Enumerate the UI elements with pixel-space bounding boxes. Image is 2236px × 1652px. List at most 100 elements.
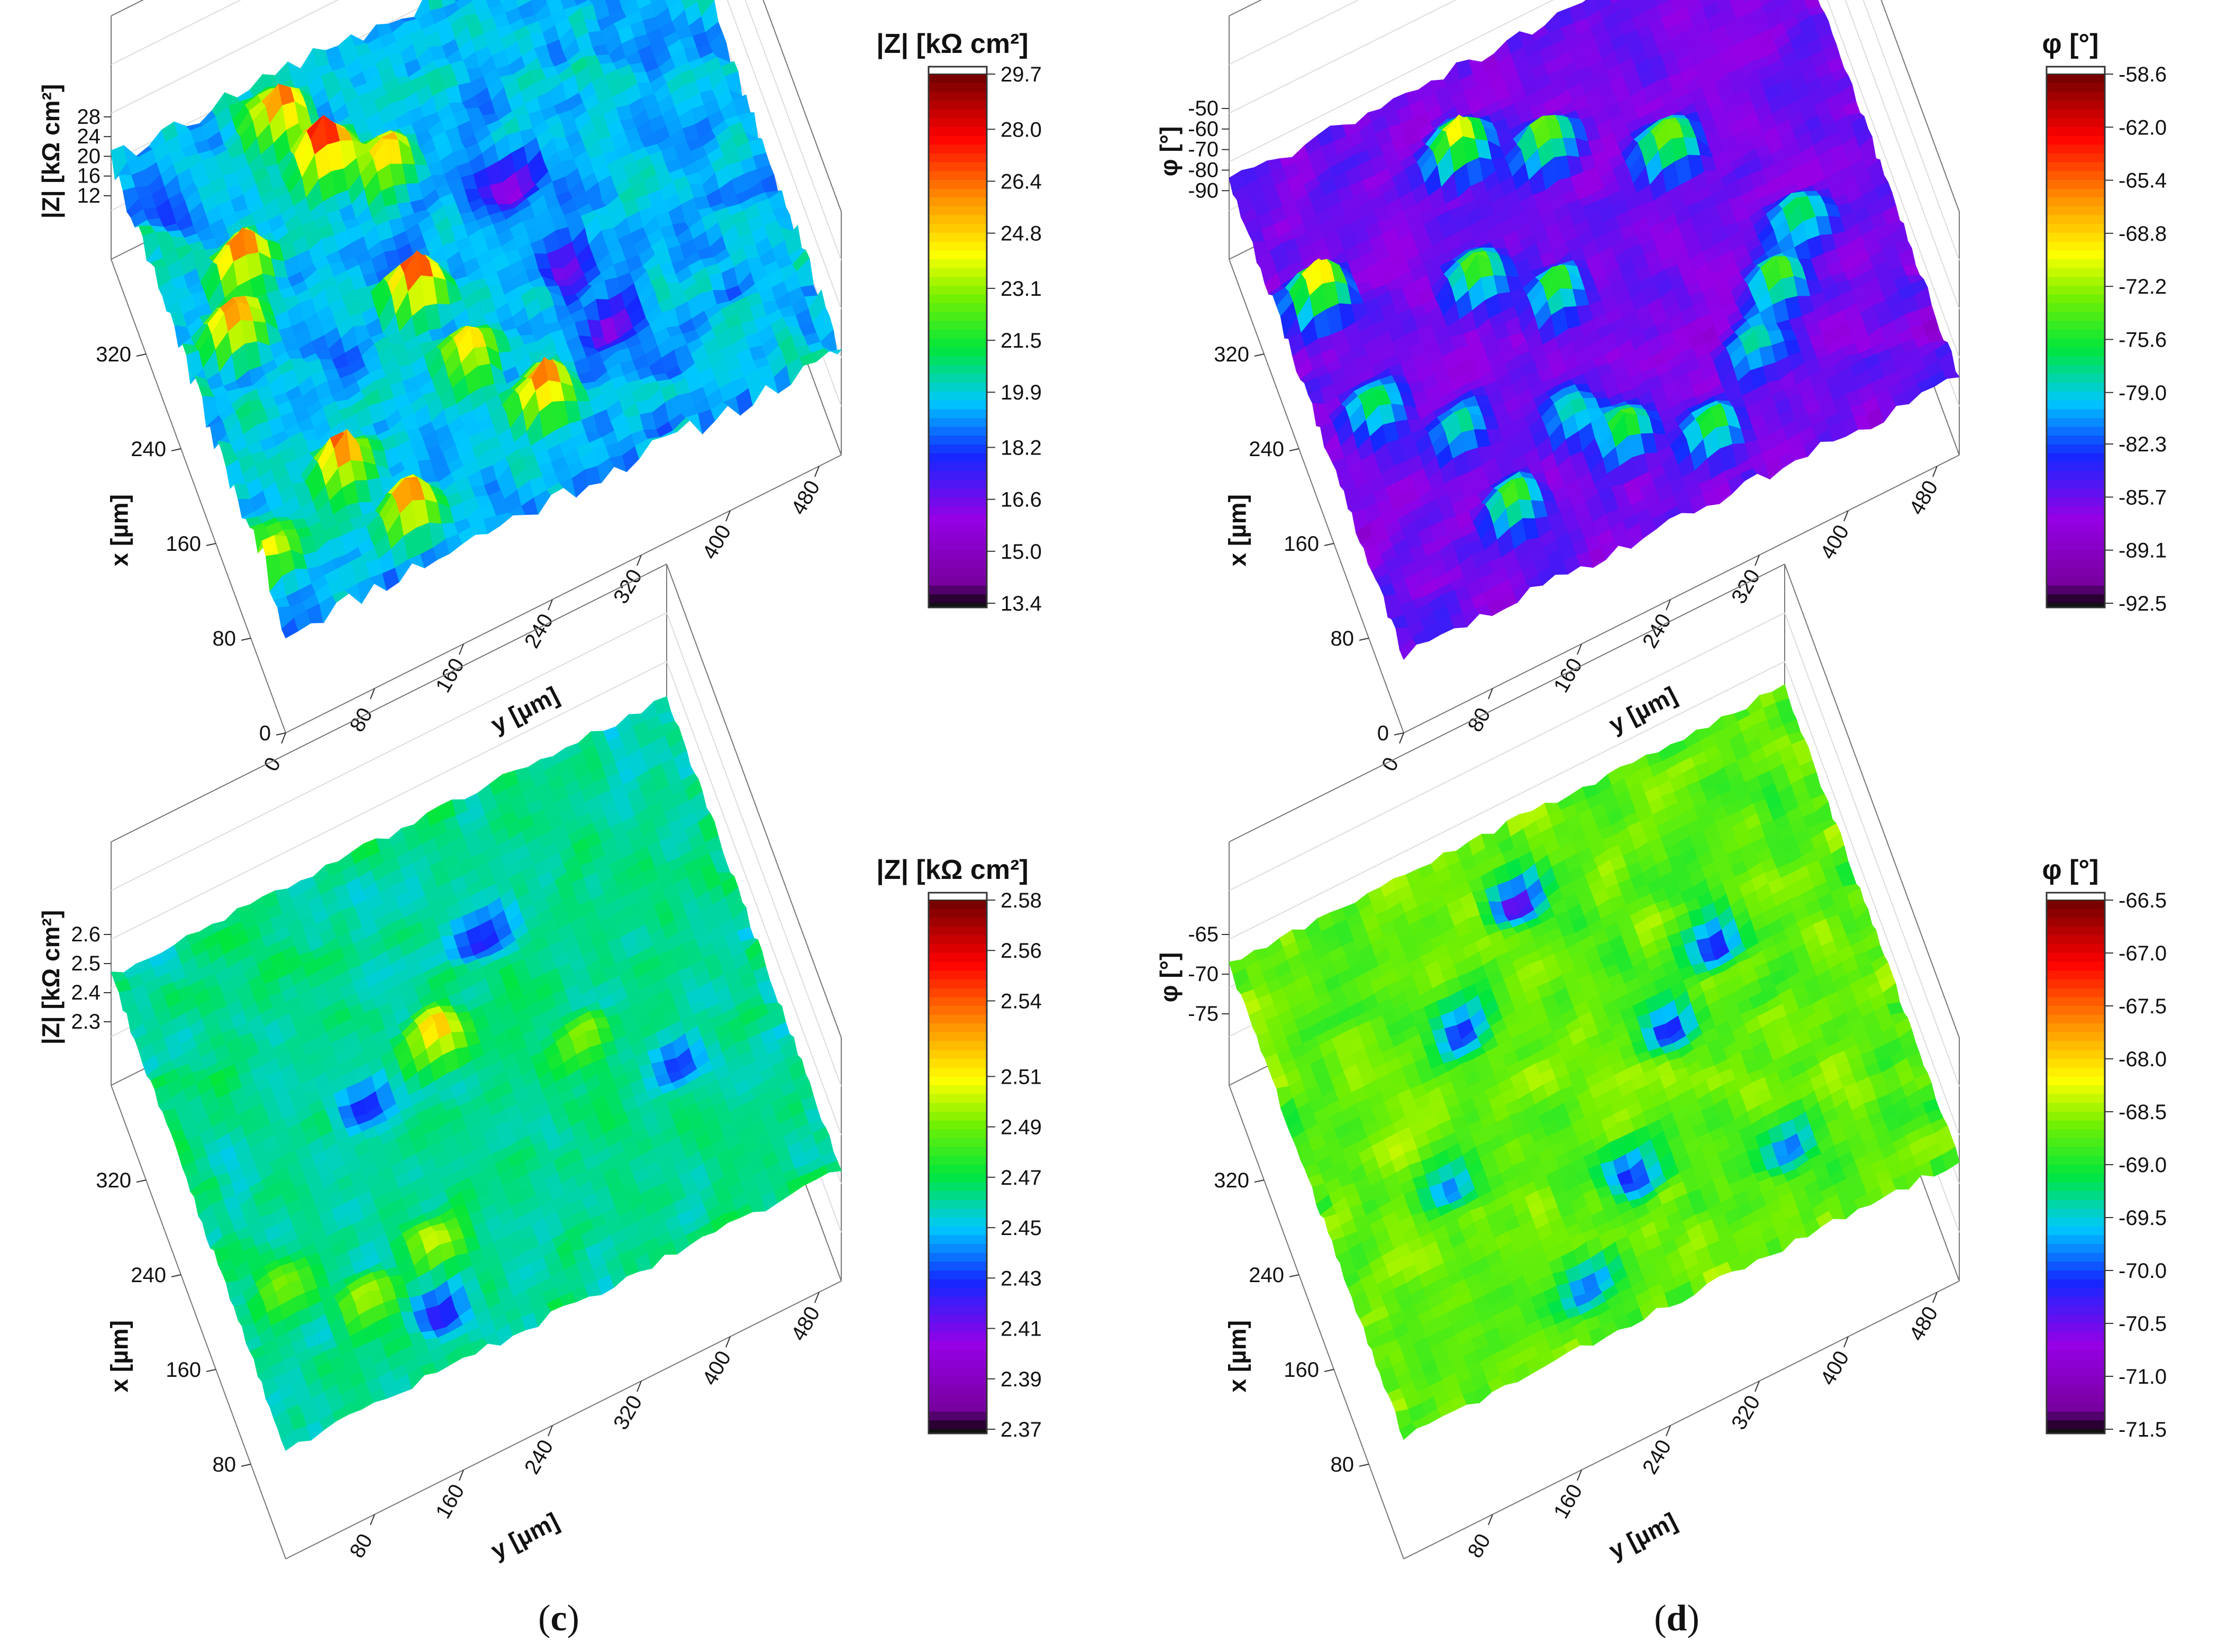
colorbar-band (2047, 330, 2105, 339)
colorbar-band (2047, 215, 2105, 225)
colorbar-band (929, 577, 987, 586)
colorbar-band (929, 339, 987, 348)
colorbar-band (2047, 259, 2105, 269)
colorbar-band (929, 330, 987, 339)
y-tick (370, 688, 375, 700)
y-tick (548, 599, 553, 611)
grid-line (111, 0, 437, 162)
colorbar-band (929, 268, 987, 278)
colorbar-band (929, 559, 987, 569)
x-tick (1289, 448, 1299, 451)
colorbar-cap (2046, 66, 2105, 75)
colorbar-band (2047, 339, 2105, 348)
colorbar-band (2047, 532, 2105, 542)
colorbar-band (929, 83, 987, 93)
x-tick-label: 80 (213, 627, 237, 650)
colorbar-band (2047, 321, 2105, 331)
colorbar-tick-label: 15.0 (1001, 540, 1042, 564)
z-tick-label: -60 (1188, 117, 1219, 141)
colorbar-tick-label: 19.9 (1001, 381, 1042, 404)
x-tick (1394, 732, 1404, 736)
colorbar-band (2047, 83, 2105, 93)
colorbar-band (2047, 109, 2105, 119)
colorbar-band (929, 568, 987, 577)
box-edge (111, 564, 667, 842)
colorbar-tick-label: 16.6 (1001, 488, 1042, 512)
colorbar-band (929, 171, 987, 180)
x-axis-label: x [µm] (1224, 494, 1251, 566)
colorbar-band (2047, 559, 2105, 569)
colorbar-band (2047, 92, 2105, 101)
panel-a: 0 80 160 240 320 400 480 y [µm] 320 240 160 80 0 x [µ… (0, 0, 1118, 826)
colorbar-band (2047, 171, 2105, 180)
colorbar-frame (2046, 66, 2106, 609)
colorbar-band (2047, 135, 2105, 146)
colorbar-tick-label: 28.0 (1001, 118, 1042, 141)
colorbar-tick-label: 23.1 (1001, 277, 1042, 301)
colorbar-band (929, 515, 987, 524)
colorbar-band (929, 532, 987, 542)
colorbar-band (929, 294, 987, 304)
y-tick (1577, 643, 1582, 655)
panel-c: 80 160 240 320 400 480 y [µm] 320 240 160 80 x [µm]… (0, 564, 1118, 1652)
y-tick (1399, 732, 1404, 744)
colorbar-band (2047, 568, 2105, 577)
grid-line (1826, 0, 1960, 358)
y-tick-label: 400 (1816, 521, 1853, 564)
colorbar-band (929, 400, 987, 410)
colorbar-band (2047, 497, 2105, 507)
grid-line (744, 0, 842, 261)
colorbar-frame (928, 66, 988, 609)
grid-line (111, 0, 339, 114)
colorbar-tick-label: -62.0 (2119, 116, 2167, 139)
colorbar-tick-label: 13.4 (1001, 592, 1042, 615)
colorbar-band (929, 321, 987, 331)
colorbar-band (929, 435, 987, 445)
colorbar-band (929, 383, 987, 392)
colorbar-tick-label: -65.4 (2119, 169, 2167, 193)
colorbar-tick-label: 24.8 (1001, 222, 1042, 246)
colorbar-band (2047, 585, 2105, 595)
z-tick-label: 24 (77, 125, 101, 148)
colorbar-band (929, 250, 987, 260)
x-tick (136, 353, 147, 357)
x-tick (1254, 353, 1265, 357)
colorbar-band (929, 197, 987, 207)
grid-line (666, 661, 842, 1136)
colorbar-band (2047, 312, 2105, 322)
colorbar-cap (928, 66, 987, 75)
colorbar-band (2047, 180, 2105, 189)
colorbar-band (929, 585, 987, 595)
colorbar-band (929, 224, 987, 233)
grid-line (111, 612, 667, 891)
colorbar-cap (2047, 603, 2105, 607)
y-tick (725, 510, 731, 522)
z-tick-label: 12 (77, 184, 101, 207)
y-tick-label: 480 (1905, 477, 1942, 519)
colorbar-band (929, 215, 987, 225)
colorbar-band (929, 206, 987, 216)
y-axis-label: y [µm] (486, 681, 563, 738)
z-tick-label: -50 (1188, 97, 1219, 120)
colorbar-band (2047, 294, 2105, 304)
colorbar-band (2047, 356, 2105, 366)
colorbar-band (929, 180, 987, 189)
colorbar-tick-label: 21.5 (1001, 329, 1042, 352)
colorbar-band (929, 506, 987, 516)
colorbar-band (2047, 479, 2105, 489)
colorbar-band (2047, 206, 2105, 216)
colorbar-band (929, 594, 987, 604)
colorbar-tick-label: 26.4 (1001, 170, 1042, 193)
y-tick-label: 240 (1638, 610, 1676, 652)
z-tick-label: -90 (1188, 179, 1219, 202)
colorbar-band (2047, 471, 2105, 480)
colorbar-band (929, 241, 987, 251)
colorbar-band (2047, 277, 2105, 286)
colorbar-tick-label: -92.5 (2119, 592, 2167, 615)
x-tick-label: 80 (1331, 627, 1355, 650)
colorbar-band (2047, 347, 2105, 357)
box-edge (762, 0, 842, 212)
colorbar-band (929, 74, 987, 84)
colorbar-band (929, 497, 987, 507)
colorbar-band (2047, 162, 2105, 172)
